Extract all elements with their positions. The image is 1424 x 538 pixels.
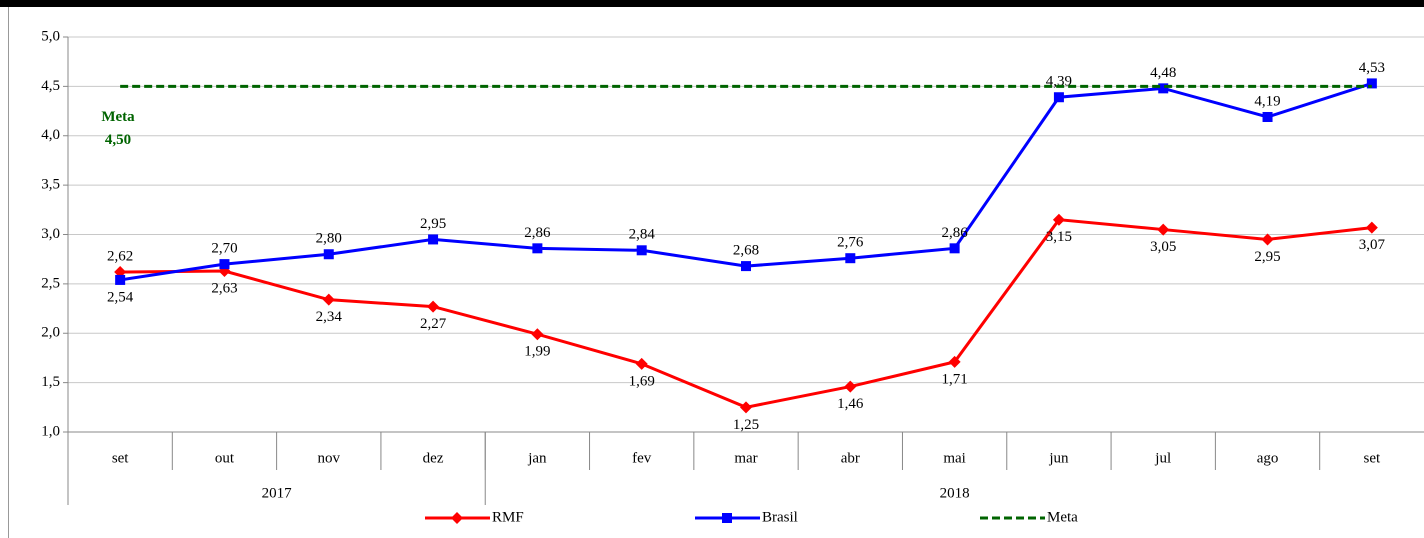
y-tick-label: 3,5 (41, 177, 60, 193)
diamond-marker (531, 328, 544, 341)
legend-marker (722, 513, 732, 523)
x-tick-label: nov (318, 450, 341, 466)
x-tick-label: jan (527, 450, 547, 466)
diamond-marker (635, 357, 648, 370)
data-label: 2,62 (107, 248, 133, 264)
diamond-marker (322, 293, 335, 306)
x-tick-label: fev (632, 450, 652, 466)
square-marker (428, 234, 439, 245)
y-tick-label: 2,5 (41, 275, 60, 291)
square-marker (1053, 92, 1064, 103)
diamond-marker (1157, 223, 1170, 236)
data-label: 3,05 (1150, 239, 1176, 255)
square-marker (845, 253, 856, 264)
y-tick-label: 5,0 (41, 28, 60, 44)
diamond-marker (1261, 233, 1274, 246)
data-label: 4,39 (1046, 74, 1072, 90)
y-tick-label: 2,0 (41, 325, 60, 341)
x-tick-label: ago (1257, 450, 1279, 466)
diamond-marker (1365, 221, 1378, 234)
y-tick-label: 4,0 (41, 127, 60, 143)
data-label: 2,86 (941, 225, 968, 241)
diamond-marker (740, 401, 752, 414)
data-label: 2,68 (733, 243, 759, 259)
legend-label: RMF (492, 509, 524, 525)
y-tick-label: 1,5 (41, 374, 60, 390)
x-tick-label: jun (1048, 450, 1069, 466)
x-tick-label: abr (841, 450, 860, 466)
data-label: 1,69 (629, 373, 655, 389)
legend-label: Brasil (762, 509, 798, 525)
y-tick-label: 1,0 (41, 423, 60, 439)
data-label: 2,80 (316, 231, 342, 247)
data-label: 1,25 (733, 417, 759, 433)
data-label: 2,86 (524, 225, 551, 241)
diamond-marker (844, 380, 857, 393)
diamond-marker (948, 355, 961, 368)
y-tick-label: 4,5 (41, 78, 60, 94)
data-label: 1,46 (837, 396, 864, 412)
square-marker (1366, 78, 1377, 89)
square-marker (532, 243, 543, 254)
data-label: 1,99 (524, 344, 550, 360)
data-label: 4,19 (1254, 93, 1280, 109)
x-tick-label: set (1364, 450, 1381, 466)
data-label: 2,63 (211, 280, 237, 296)
x-tick-label: mai (943, 450, 966, 466)
x-group-label: 2017 (262, 485, 293, 501)
data-label: 4,53 (1359, 60, 1385, 76)
x-tick-label: set (112, 450, 129, 466)
square-marker (219, 259, 230, 270)
data-label: 1,71 (941, 371, 967, 387)
data-label: 3,07 (1359, 237, 1386, 253)
data-label: 2,70 (211, 241, 237, 257)
square-marker (115, 274, 126, 285)
x-tick-label: out (215, 450, 235, 466)
x-tick-label: dez (423, 450, 444, 466)
data-label: 4,48 (1150, 65, 1176, 81)
square-marker (1158, 83, 1169, 94)
square-marker (323, 249, 334, 260)
data-label: 2,54 (107, 289, 134, 305)
y-tick-label: 3,0 (41, 226, 60, 242)
data-label: 2,34 (316, 309, 343, 325)
square-marker (1262, 111, 1273, 122)
data-label: 2,84 (629, 227, 656, 243)
annotation-label: 4,50 (105, 132, 131, 148)
top-bar (0, 0, 1424, 7)
data-label: 2,27 (420, 316, 447, 332)
x-tick-label: jul (1154, 450, 1171, 466)
legend-label: Meta (1047, 509, 1078, 525)
x-group-label: 2018 (940, 485, 970, 501)
data-label: 3,15 (1046, 229, 1072, 245)
data-label: 2,95 (420, 216, 446, 232)
data-label: 2,76 (837, 235, 864, 251)
diamond-marker (427, 300, 440, 313)
legend-marker (451, 512, 463, 524)
x-tick-label: mar (734, 450, 757, 466)
data-label: 2,95 (1254, 249, 1280, 265)
square-marker (636, 245, 647, 256)
diamond-marker (1052, 213, 1065, 226)
square-marker (741, 261, 751, 272)
square-marker (949, 243, 960, 254)
annotation-title: Meta (101, 109, 135, 125)
